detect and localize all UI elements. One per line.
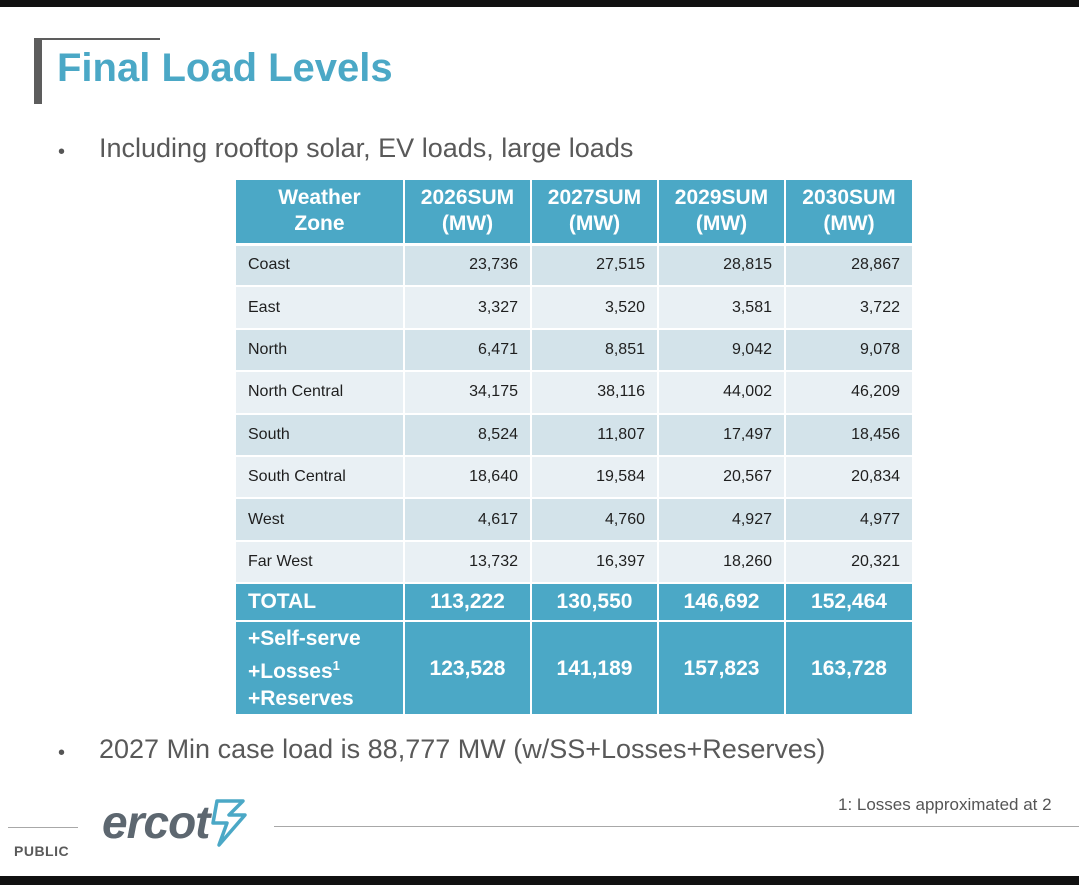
header-line: (MW) bbox=[441, 212, 494, 236]
header-line: 2026SUM bbox=[420, 186, 515, 210]
bullet-dot: • bbox=[58, 141, 66, 163]
value-cell: 28,867 bbox=[785, 244, 912, 288]
value-cell: 16,397 bbox=[531, 540, 659, 585]
extra-value: 157,823 bbox=[658, 621, 786, 717]
value-cell: 4,927 bbox=[658, 498, 786, 542]
title-accent-bar bbox=[34, 38, 42, 104]
zone-cell: North bbox=[236, 328, 405, 373]
extra-value: 163,728 bbox=[785, 621, 912, 717]
zone-cell: North Central bbox=[236, 371, 405, 415]
table-header-row: Weather Zone 2026SUM (MW) 2027SUM (MW) 2… bbox=[236, 180, 912, 246]
header-line: 2029SUM bbox=[674, 186, 769, 210]
label-line: +Self-serve bbox=[248, 626, 361, 650]
bottom-border bbox=[0, 876, 1079, 885]
zone-cell: East bbox=[236, 286, 405, 330]
footnote-ref: 1 bbox=[332, 657, 340, 673]
footer-rule-left bbox=[8, 827, 78, 828]
value-cell: 34,175 bbox=[404, 371, 532, 415]
header-line: (MW) bbox=[568, 212, 621, 236]
header-line: (MW) bbox=[823, 212, 875, 236]
value-cell: 46,209 bbox=[785, 371, 912, 415]
self-serve-label: +Self-serve +Losses1 +Reserves bbox=[236, 621, 405, 717]
value-cell: 18,456 bbox=[785, 413, 912, 457]
table-row: North Central 34,175 38,116 44,002 46,20… bbox=[236, 371, 912, 415]
label-line: +Reserves bbox=[248, 686, 354, 710]
ercot-logo-text: ercot bbox=[102, 796, 210, 848]
label-line: +Losses bbox=[248, 659, 333, 683]
total-value: 146,692 bbox=[658, 583, 786, 623]
table-row: South Central 18,640 19,584 20,567 20,83… bbox=[236, 455, 912, 500]
value-cell: 27,515 bbox=[531, 244, 659, 288]
extra-value: 141,189 bbox=[531, 621, 659, 717]
header-2029sum: 2029SUM (MW) bbox=[658, 180, 786, 246]
value-cell: 20,834 bbox=[785, 455, 912, 500]
public-label: PUBLIC bbox=[14, 843, 70, 859]
table-row: South 8,524 11,807 17,497 18,456 bbox=[236, 413, 912, 457]
zone-cell: West bbox=[236, 498, 405, 542]
ercot-lightning-icon bbox=[211, 799, 247, 847]
value-cell: 3,581 bbox=[658, 286, 786, 330]
value-cell: 23,736 bbox=[404, 244, 532, 288]
header-line: 2027SUM bbox=[547, 186, 642, 210]
header-2027sum: 2027SUM (MW) bbox=[531, 180, 659, 246]
header-2026sum: 2026SUM (MW) bbox=[404, 180, 532, 246]
table-row: North 6,471 8,851 9,042 9,078 bbox=[236, 328, 912, 373]
total-value: 152,464 bbox=[785, 583, 912, 623]
total-value: 130,550 bbox=[531, 583, 659, 623]
value-cell: 19,584 bbox=[531, 455, 659, 500]
footer-rule-right bbox=[274, 826, 1079, 827]
value-cell: 18,260 bbox=[658, 540, 786, 585]
total-row: TOTAL 113,222 130,550 146,692 152,464 bbox=[236, 583, 912, 623]
table-row: Coast 23,736 27,515 28,815 28,867 bbox=[236, 244, 912, 288]
value-cell: 4,617 bbox=[404, 498, 532, 542]
zone-cell: Coast bbox=[236, 244, 405, 288]
value-cell: 3,722 bbox=[785, 286, 912, 330]
header-weather-zone: Weather Zone bbox=[236, 180, 405, 246]
value-cell: 4,760 bbox=[531, 498, 659, 542]
title-accent-line bbox=[42, 38, 160, 40]
footnote: 1: Losses approximated at 2 bbox=[838, 795, 1052, 814]
self-serve-losses-reserves-row: +Self-serve +Losses1 +Reserves 123,528 1… bbox=[236, 621, 912, 717]
value-cell: 11,807 bbox=[531, 413, 659, 457]
header-line: Zone bbox=[294, 212, 345, 236]
top-border bbox=[0, 0, 1079, 7]
bullet-text-2: 2027 Min case load is 88,777 MW (w/SS+Lo… bbox=[99, 734, 826, 764]
total-value: 113,222 bbox=[404, 583, 532, 623]
slide-title: Final Load Levels bbox=[57, 46, 393, 90]
value-cell: 6,471 bbox=[404, 328, 532, 373]
zone-cell: South bbox=[236, 413, 405, 457]
bullet-dot: • bbox=[58, 742, 66, 764]
extra-value: 123,528 bbox=[404, 621, 532, 717]
header-line: Weather bbox=[278, 186, 361, 210]
header-2030sum: 2030SUM (MW) bbox=[785, 180, 912, 246]
total-label: TOTAL bbox=[236, 583, 405, 623]
value-cell: 3,327 bbox=[404, 286, 532, 330]
table-row: East 3,327 3,520 3,581 3,722 bbox=[236, 286, 912, 330]
value-cell: 13,732 bbox=[404, 540, 532, 585]
zone-cell: Far West bbox=[236, 540, 405, 585]
value-cell: 4,977 bbox=[785, 498, 912, 542]
value-cell: 38,116 bbox=[531, 371, 659, 415]
value-cell: 3,520 bbox=[531, 286, 659, 330]
value-cell: 17,497 bbox=[658, 413, 786, 457]
value-cell: 18,640 bbox=[404, 455, 532, 500]
header-line: (MW) bbox=[695, 212, 748, 236]
zone-cell: South Central bbox=[236, 455, 405, 500]
value-cell: 44,002 bbox=[658, 371, 786, 415]
value-cell: 20,567 bbox=[658, 455, 786, 500]
value-cell: 9,042 bbox=[658, 328, 786, 373]
header-line: 2030SUM bbox=[802, 186, 896, 210]
table-row: West 4,617 4,760 4,927 4,977 bbox=[236, 498, 912, 542]
value-cell: 20,321 bbox=[785, 540, 912, 585]
load-levels-table: Weather Zone 2026SUM (MW) 2027SUM (MW) 2… bbox=[236, 180, 912, 717]
table-row: Far West 13,732 16,397 18,260 20,321 bbox=[236, 540, 912, 585]
bullet-text-1: Including rooftop solar, EV loads, large… bbox=[99, 133, 634, 163]
value-cell: 9,078 bbox=[785, 328, 912, 373]
value-cell: 8,851 bbox=[531, 328, 659, 373]
value-cell: 28,815 bbox=[658, 244, 786, 288]
value-cell: 8,524 bbox=[404, 413, 532, 457]
